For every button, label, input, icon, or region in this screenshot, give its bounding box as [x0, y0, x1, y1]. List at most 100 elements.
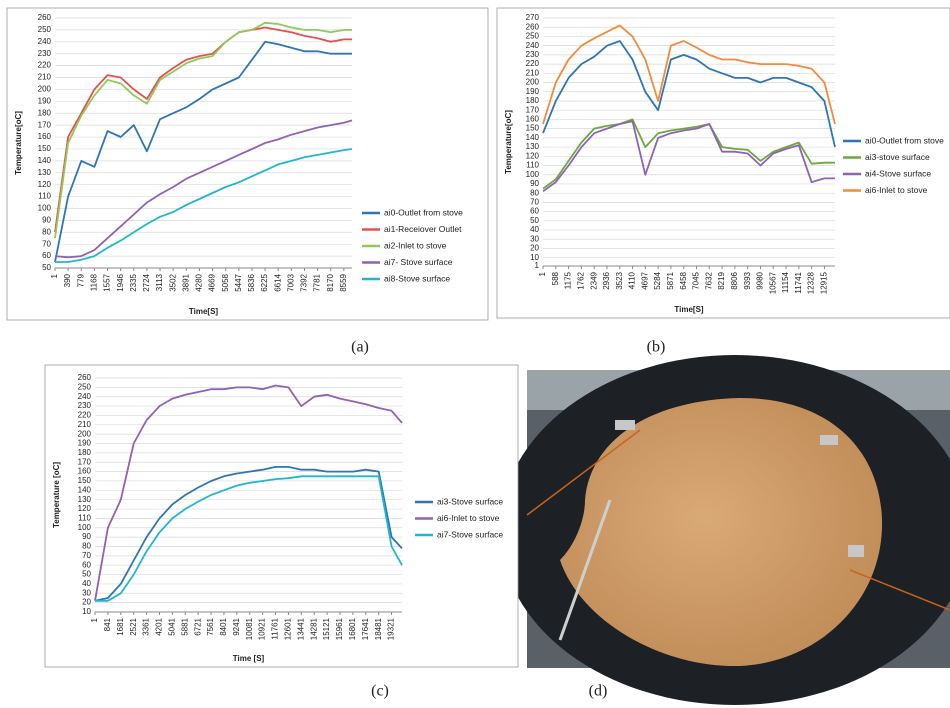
y-tick-label: 70	[82, 551, 91, 560]
y-tick-label: 1	[535, 261, 540, 270]
y-tick-label: 100	[78, 523, 92, 532]
wire	[849, 569, 950, 611]
x-tick-label: 3502	[168, 273, 177, 291]
x-tick-label: 2724	[142, 273, 151, 291]
y-tick-label: 110	[526, 161, 539, 170]
y-tick-label: 80	[42, 227, 51, 236]
y-tick-label: 40	[530, 225, 539, 234]
legend-label: ai2-Inlet to stove	[384, 240, 447, 250]
y-tick-label: 10	[82, 607, 91, 616]
y-tick-label: 250	[38, 25, 52, 34]
x-axis-label: Time[S]	[189, 307, 219, 316]
y-tick-label: 210	[526, 68, 540, 77]
x-tick-label: 4697	[640, 271, 649, 289]
x-tick-label: 9980	[756, 271, 765, 289]
legend-label: ai0-Outlet from stove	[865, 135, 944, 145]
y-tick-label: 240	[526, 41, 540, 50]
x-tick-label: 5871	[666, 271, 675, 289]
x-tick-label: 15961	[335, 617, 344, 640]
y-tick-label: 50	[82, 570, 91, 579]
x-tick-label: 7045	[692, 271, 701, 289]
data-line	[542, 40, 836, 148]
y-tick-label: 130	[78, 495, 92, 504]
x-tick-label: 12601	[284, 617, 293, 640]
y-tick-label: 170	[526, 105, 540, 114]
x-tick-label: 1762	[576, 271, 585, 289]
y-tick-label: 150	[78, 476, 92, 485]
x-tick-label: 4280	[195, 273, 204, 291]
y-tick-label: 90	[82, 532, 91, 541]
x-tick-label: 2936	[602, 271, 611, 289]
legend-label: ai4-Stove surface	[865, 168, 931, 178]
caption: (a)	[351, 339, 369, 356]
y-tick-label: 100	[526, 170, 540, 179]
data-line	[95, 475, 403, 602]
x-tick-label: 7561	[206, 617, 215, 635]
y-tick-label: 170	[38, 120, 52, 129]
x-tick-label: 7781	[313, 273, 322, 291]
legend-label: ai6-Inlet to stove	[865, 185, 928, 195]
y-tick-label: 150	[38, 144, 52, 153]
x-tick-label: 17641	[361, 617, 370, 640]
x-tick-label: 3361	[142, 617, 151, 635]
y-tick-label: 250	[78, 382, 92, 391]
x-tick-label: 2335	[129, 273, 138, 291]
y-tick-label: 220	[78, 411, 92, 420]
y-tick-label: 70	[530, 197, 539, 206]
data-line	[542, 118, 835, 190]
x-tick-label: 8219	[717, 271, 726, 289]
y-tick-label: 160	[78, 467, 92, 476]
legend-label: ai0-Outlet from stove	[384, 207, 463, 217]
y-tick-label: 60	[82, 560, 91, 569]
y-tick-label: 210	[38, 73, 52, 82]
y-tick-label: 120	[526, 151, 540, 160]
y-tick-label: 220	[526, 59, 540, 68]
x-tick-label: 4201	[155, 617, 164, 635]
caption: (b)	[647, 339, 666, 356]
x-tick-label: 15121	[322, 617, 331, 640]
y-tick-label: 50	[530, 216, 539, 225]
y-tick-label: 90	[530, 179, 539, 188]
x-tick-label: 1	[50, 273, 59, 278]
y-tick-label: 110	[38, 192, 51, 201]
legend-label: ai7- Stove surface	[384, 257, 453, 267]
y-tick-label: 260	[78, 373, 92, 382]
x-axis-label: Time [S]	[233, 654, 265, 663]
x-tick-label: 779	[76, 273, 85, 287]
y-tick-label: 10	[530, 253, 539, 262]
y-axis-label: Temperature[oC]	[504, 110, 513, 174]
caption: (c)	[371, 683, 389, 700]
y-tick-label: 230	[526, 50, 540, 59]
y-tick-label: 190	[78, 439, 92, 448]
sensor-clip	[820, 435, 838, 445]
x-tick-label: 8401	[219, 617, 228, 635]
sand-surface	[560, 398, 883, 667]
y-tick-label: 120	[78, 504, 92, 513]
x-tick-label: 3891	[181, 273, 190, 291]
x-tick-label: 7003	[286, 273, 295, 291]
y-tick-label: 60	[530, 207, 539, 216]
y-tick-label: 160	[38, 132, 52, 141]
x-tick-label: 841	[103, 617, 112, 631]
x-tick-label: 5881	[180, 617, 189, 635]
x-tick-label: 1168	[90, 273, 99, 291]
y-tick-label: 140	[526, 133, 540, 142]
y-tick-label: 20	[82, 598, 91, 607]
x-tick-label: 4110	[628, 271, 637, 289]
y-tick-label: 80	[530, 188, 539, 197]
y-axis-label: Temperature [oC]	[52, 462, 61, 528]
legend-label: ai1-Receiover Outlet	[384, 224, 462, 234]
x-tick-label: 8170	[326, 273, 335, 291]
data-line	[54, 119, 353, 259]
x-tick-label: 9241	[232, 617, 241, 635]
x-tick-label: 5058	[221, 273, 230, 291]
x-tick-label: 1	[90, 617, 99, 622]
x-tick-label: 5447	[234, 273, 243, 291]
y-tick-label: 90	[42, 215, 51, 224]
y-tick-label: 210	[78, 420, 92, 429]
legend-label: ai6-Inlet to stove	[437, 513, 500, 523]
x-tick-label: 11761	[271, 617, 280, 639]
y-tick-label: 30	[82, 588, 91, 597]
x-tick-label: 7392	[300, 273, 309, 291]
